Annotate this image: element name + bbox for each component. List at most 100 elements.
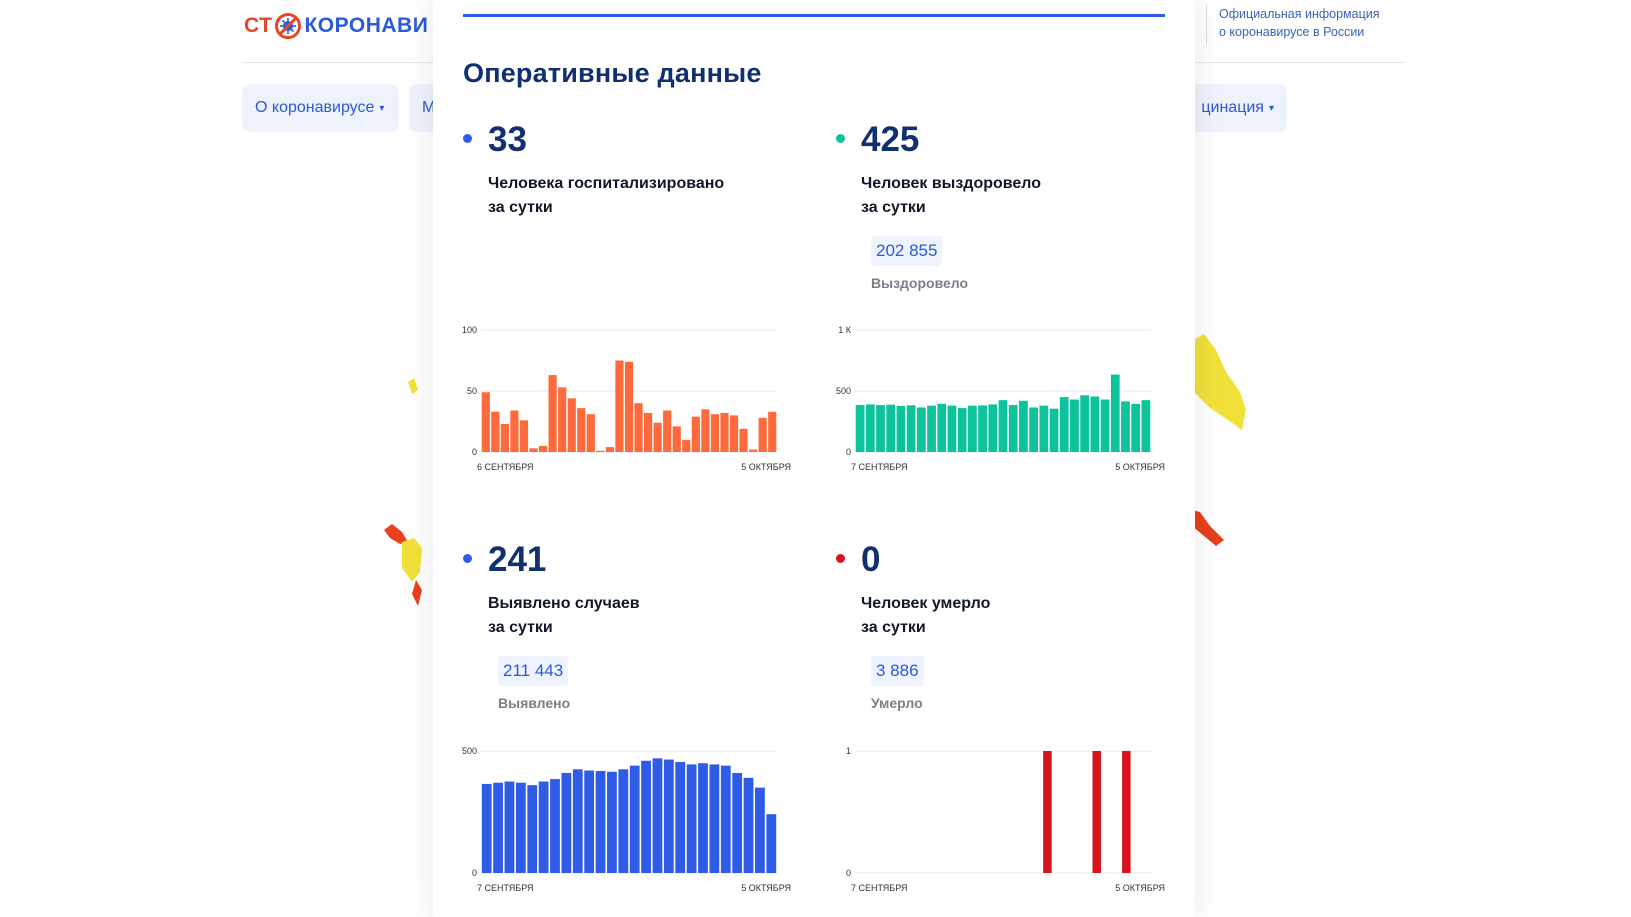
- chart-bar[interactable]: [749, 449, 758, 452]
- chart-bar[interactable]: [739, 428, 748, 452]
- chart-bar[interactable]: [701, 409, 710, 452]
- chart-bar[interactable]: [550, 779, 560, 873]
- chart-bar[interactable]: [510, 410, 519, 452]
- chart-bar[interactable]: [755, 787, 765, 873]
- chart-bar[interactable]: [1039, 405, 1049, 452]
- chart-bar[interactable]: [957, 408, 967, 452]
- chart-bar[interactable]: [529, 448, 538, 452]
- chart-bar[interactable]: [634, 403, 643, 452]
- chart-bar[interactable]: [1100, 399, 1110, 452]
- chart-bar[interactable]: [937, 403, 947, 452]
- chart-bar[interactable]: [1070, 399, 1079, 452]
- chart-bar[interactable]: [663, 759, 674, 873]
- chart-bar[interactable]: [698, 763, 708, 873]
- chart-bar[interactable]: [720, 765, 731, 873]
- chart-bar[interactable]: [768, 411, 777, 452]
- chart-bar[interactable]: [519, 420, 529, 452]
- nav-vaccination-label: цинация: [1201, 99, 1264, 116]
- chart-bar[interactable]: [618, 769, 629, 873]
- chart-bar[interactable]: [558, 387, 567, 452]
- chart-bar[interactable]: [896, 406, 906, 452]
- chart-bar[interactable]: [491, 411, 500, 452]
- chart-bar[interactable]: [548, 375, 557, 452]
- chart-bar[interactable]: [605, 447, 615, 452]
- chart-bar[interactable]: [572, 769, 583, 873]
- chart-bar[interactable]: [538, 445, 548, 452]
- chart-bar[interactable]: [710, 414, 720, 452]
- chart-bar[interactable]: [720, 412, 729, 452]
- chart-bar[interactable]: [1092, 751, 1101, 873]
- chart-bar[interactable]: [595, 771, 606, 873]
- chart-bar[interactable]: [515, 782, 526, 873]
- chart-bar[interactable]: [1043, 751, 1052, 873]
- chart-bar[interactable]: [743, 777, 754, 873]
- y-tick-label: 500: [836, 386, 851, 396]
- chart-bar[interactable]: [729, 415, 739, 452]
- nav-about-covid[interactable]: О коронавирусе ▾: [242, 84, 399, 132]
- chart-bar[interactable]: [675, 761, 686, 873]
- chart-bar[interactable]: [538, 781, 549, 874]
- chart-bar[interactable]: [629, 765, 640, 873]
- chart-bar[interactable]: [584, 770, 595, 873]
- chart-bar[interactable]: [967, 405, 977, 452]
- chart-bar[interactable]: [1110, 374, 1120, 452]
- chart-bar[interactable]: [906, 405, 916, 452]
- chart-bar[interactable]: [561, 772, 572, 873]
- chart-bar[interactable]: [567, 398, 576, 452]
- chart-bar[interactable]: [1059, 397, 1069, 452]
- chart-bar[interactable]: [527, 785, 538, 873]
- chart-bar[interactable]: [865, 404, 875, 452]
- chart-bar[interactable]: [732, 772, 743, 873]
- chart-bar[interactable]: [691, 416, 700, 452]
- nav-vaccination[interactable]: цинация ▾: [1180, 84, 1287, 132]
- chart-bar[interactable]: [641, 760, 651, 873]
- chart-bar[interactable]: [481, 783, 492, 873]
- chart-bar[interactable]: [652, 758, 663, 873]
- chart-bar[interactable]: [682, 439, 691, 452]
- chart-bar[interactable]: [1049, 408, 1059, 452]
- chart-bar[interactable]: [653, 422, 662, 452]
- chart-bar[interactable]: [886, 404, 896, 452]
- chart-bar[interactable]: [643, 412, 653, 452]
- chart-bar[interactable]: [1008, 405, 1018, 452]
- chart-bar[interactable]: [500, 423, 509, 452]
- site-logo[interactable]: СТ КОРОНАВИ: [244, 8, 428, 44]
- chart-bar[interactable]: [1141, 400, 1151, 452]
- chart-bar[interactable]: [916, 407, 926, 452]
- chart-bar[interactable]: [709, 764, 720, 873]
- chart-bar[interactable]: [1121, 401, 1130, 452]
- chart-bar[interactable]: [493, 782, 503, 873]
- chart-bar[interactable]: [947, 405, 957, 452]
- chart-bar[interactable]: [1131, 403, 1141, 452]
- chart-bar[interactable]: [624, 361, 634, 452]
- stat-deaths-label: Человек умерло за сутки: [861, 592, 1121, 640]
- chart-bar[interactable]: [686, 764, 697, 873]
- chart-bar[interactable]: [504, 781, 515, 874]
- chart-bar[interactable]: [1080, 395, 1090, 452]
- modal-accent-line: [463, 14, 1165, 17]
- chart-bar[interactable]: [1029, 407, 1039, 452]
- chart-bar[interactable]: [481, 392, 490, 452]
- chart-bar[interactable]: [1122, 751, 1131, 873]
- chart-bar[interactable]: [1090, 396, 1100, 452]
- chart-bar[interactable]: [615, 360, 624, 453]
- chart-bar[interactable]: [766, 814, 777, 873]
- chart-bar[interactable]: [978, 405, 987, 452]
- chart-bar[interactable]: [988, 404, 998, 452]
- x-end-label: 5 ОКТЯБРЯ: [1115, 883, 1165, 893]
- chart-bar[interactable]: [998, 400, 1008, 452]
- x-end-label: 5 ОКТЯБРЯ: [741, 883, 791, 893]
- chart-bar[interactable]: [927, 405, 936, 452]
- chart-bar[interactable]: [596, 450, 605, 452]
- chart-bar[interactable]: [577, 408, 586, 452]
- chart-bar[interactable]: [607, 771, 617, 873]
- chart-bar[interactable]: [855, 405, 865, 452]
- chart-bar[interactable]: [758, 417, 767, 452]
- chart-bar[interactable]: [586, 414, 595, 452]
- y-tick-label: 0: [472, 868, 477, 878]
- chart-bar[interactable]: [663, 410, 672, 452]
- chart-bar[interactable]: [1019, 400, 1028, 452]
- chart-bar[interactable]: [672, 426, 681, 452]
- chart-bar[interactable]: [876, 405, 885, 452]
- stat-cases-value: 241: [488, 540, 547, 579]
